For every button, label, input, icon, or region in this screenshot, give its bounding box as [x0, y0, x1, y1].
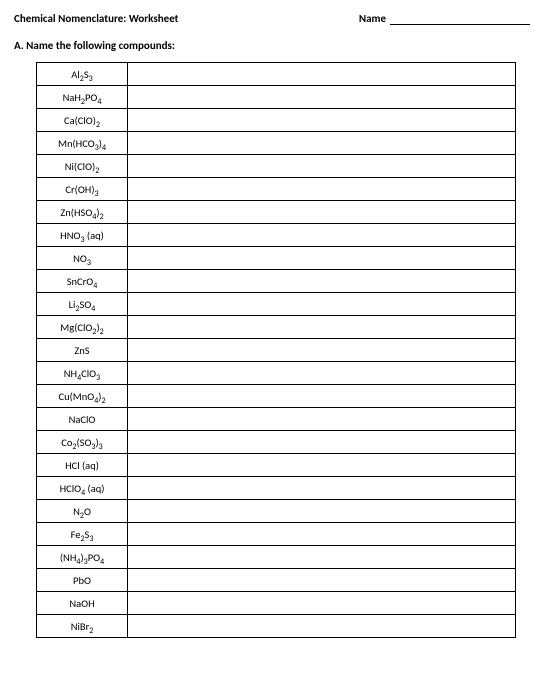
- compound-answer-cell[interactable]: [128, 592, 516, 615]
- compound-formula: ZnS: [37, 339, 128, 362]
- table-row: PbO: [37, 569, 516, 592]
- compound-answer-cell[interactable]: [128, 270, 516, 293]
- compound-answer-cell[interactable]: [128, 178, 516, 201]
- compound-answer-cell[interactable]: [128, 86, 516, 109]
- compound-formula: NH4ClO3: [37, 362, 128, 385]
- compound-answer-cell[interactable]: [128, 615, 516, 638]
- compound-formula: NO3: [37, 247, 128, 270]
- compound-formula: Mn(HCO3)4: [37, 132, 128, 155]
- compound-answer-cell[interactable]: [128, 247, 516, 270]
- compound-formula: HClO4 (aq): [37, 477, 128, 500]
- compound-answer-cell[interactable]: [128, 523, 516, 546]
- compound-formula: Al2S3: [37, 63, 128, 86]
- compound-answer-cell[interactable]: [128, 63, 516, 86]
- table-row: HClO4 (aq): [37, 477, 516, 500]
- table-row: Ni(ClO)2: [37, 155, 516, 178]
- name-label: Name: [359, 12, 386, 25]
- compound-formula: NaH2PO4: [37, 86, 128, 109]
- table-row: Li2SO4: [37, 293, 516, 316]
- table-row: Co2(SO3)3: [37, 431, 516, 454]
- table-row: Al2S3: [37, 63, 516, 86]
- table-row: Zn(HSO4)2: [37, 201, 516, 224]
- table-row: HCl (aq): [37, 454, 516, 477]
- table-row: SnCrO4: [37, 270, 516, 293]
- table-row: NH4ClO3: [37, 362, 516, 385]
- compound-answer-cell[interactable]: [128, 316, 516, 339]
- table-row: Fe2S3: [37, 523, 516, 546]
- compound-table: Al2S3NaH2PO4Ca(ClO)2Mn(HCO3)4Ni(ClO)2Cr(…: [36, 62, 516, 638]
- compound-formula: Mg(ClO2)2: [37, 316, 128, 339]
- compound-formula: Li2SO4: [37, 293, 128, 316]
- name-field: Name: [359, 12, 530, 25]
- table-row: ZnS: [37, 339, 516, 362]
- table-row: Cu(MnO4)2: [37, 385, 516, 408]
- compound-answer-cell[interactable]: [128, 431, 516, 454]
- compound-formula: PbO: [37, 569, 128, 592]
- compound-formula: Ni(ClO)2: [37, 155, 128, 178]
- name-input-line[interactable]: [390, 12, 530, 25]
- table-row: HNO3 (aq): [37, 224, 516, 247]
- table-row: Cr(OH)3: [37, 178, 516, 201]
- compound-formula: NiBr2: [37, 615, 128, 638]
- compound-formula: Co2(SO3)3: [37, 431, 128, 454]
- compound-answer-cell[interactable]: [128, 454, 516, 477]
- compound-formula: Ca(ClO)2: [37, 109, 128, 132]
- table-row: Mg(ClO2)2: [37, 316, 516, 339]
- section-a-label: A. Name the following compounds:: [14, 39, 530, 52]
- table-row: NaOH: [37, 592, 516, 615]
- compound-answer-cell[interactable]: [128, 569, 516, 592]
- compound-answer-cell[interactable]: [128, 408, 516, 431]
- compound-answer-cell[interactable]: [128, 132, 516, 155]
- compound-formula: Cu(MnO4)2: [37, 385, 128, 408]
- compound-formula: NaClO: [37, 408, 128, 431]
- compound-answer-cell[interactable]: [128, 224, 516, 247]
- table-row: Ca(ClO)2: [37, 109, 516, 132]
- compound-formula: SnCrO4: [37, 270, 128, 293]
- compound-answer-cell[interactable]: [128, 385, 516, 408]
- table-row: NiBr2: [37, 615, 516, 638]
- table-row: Mn(HCO3)4: [37, 132, 516, 155]
- compound-formula: HNO3 (aq): [37, 224, 128, 247]
- compound-answer-cell[interactable]: [128, 500, 516, 523]
- compound-answer-cell[interactable]: [128, 362, 516, 385]
- compound-answer-cell[interactable]: [128, 155, 516, 178]
- compound-formula: Zn(HSO4)2: [37, 201, 128, 224]
- compound-answer-cell[interactable]: [128, 109, 516, 132]
- compound-formula: Fe2S3: [37, 523, 128, 546]
- compound-formula: N2O: [37, 500, 128, 523]
- compound-answer-cell[interactable]: [128, 293, 516, 316]
- compound-formula: HCl (aq): [37, 454, 128, 477]
- worksheet-header: Chemical Nomenclature: Worksheet Name: [14, 12, 530, 25]
- compound-formula: Cr(OH)3: [37, 178, 128, 201]
- table-row: NO3: [37, 247, 516, 270]
- compound-answer-cell[interactable]: [128, 546, 516, 569]
- worksheet-title: Chemical Nomenclature: Worksheet: [14, 12, 178, 25]
- table-row: N2O: [37, 500, 516, 523]
- compound-answer-cell[interactable]: [128, 477, 516, 500]
- compound-answer-cell[interactable]: [128, 201, 516, 224]
- table-row: NaH2PO4: [37, 86, 516, 109]
- compound-formula: NaOH: [37, 592, 128, 615]
- table-row: NaClO: [37, 408, 516, 431]
- compound-answer-cell[interactable]: [128, 339, 516, 362]
- compound-formula: (NH4)3PO4: [37, 546, 128, 569]
- table-row: (NH4)3PO4: [37, 546, 516, 569]
